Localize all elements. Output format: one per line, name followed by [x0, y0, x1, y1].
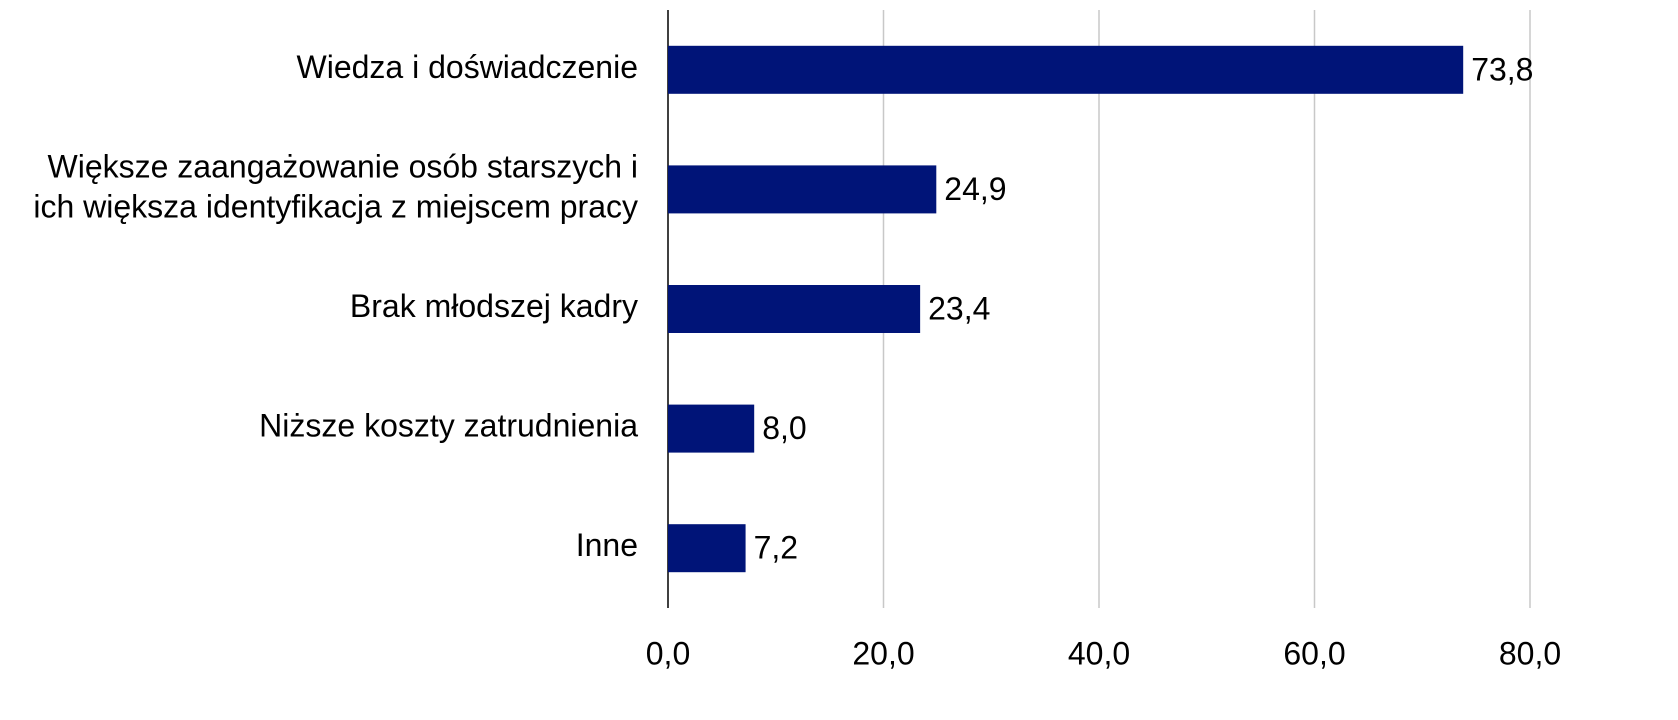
data-label: 24,9 — [944, 171, 1006, 207]
data-label: 73,8 — [1471, 51, 1533, 87]
bar — [668, 285, 921, 333]
data-label: 8,0 — [762, 410, 806, 446]
x-tick-label: 60,0 — [1283, 635, 1345, 671]
bar — [668, 404, 755, 453]
bar — [668, 45, 1464, 94]
y-tick-label: Niższe koszty zatrudnienia — [259, 408, 638, 444]
y-tick-label: Większe zaangażowanie osób starszych i ic… — [33, 149, 638, 225]
y-tick-label: Inne — [576, 528, 638, 564]
data-label: 7,2 — [754, 530, 798, 566]
y-tick-label: Wiedza i doświadczenie — [297, 49, 639, 85]
data-label: 23,4 — [928, 290, 990, 326]
bar — [668, 165, 937, 214]
x-tick-label: 80,0 — [1499, 635, 1561, 671]
y-tick-label: Brak młodszej kadry — [350, 288, 638, 324]
bar — [668, 524, 746, 573]
x-tick-label: 40,0 — [1068, 635, 1130, 671]
x-tick-label: 20,0 — [852, 635, 914, 671]
x-tick-label: 0,0 — [646, 635, 690, 671]
